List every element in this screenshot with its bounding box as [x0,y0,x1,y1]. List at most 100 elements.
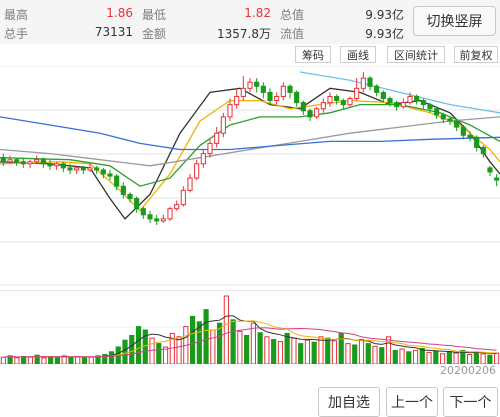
volume-bar [446,351,452,364]
candle-body [354,87,360,100]
candle-body [407,95,413,104]
volume-bar [189,315,196,364]
volume-ma-line [3,327,497,358]
candle [247,78,253,93]
draw-line-button[interactable]: 画线 [340,46,376,63]
moving-average-ma10 [0,99,500,212]
candle-body [0,157,6,163]
candle-body [120,185,126,195]
candle [14,157,20,166]
candle [220,112,226,138]
candle-body [114,175,120,187]
add-watchlist-button[interactable]: 加自选 [318,387,380,417]
candle [454,118,460,132]
candle-body [134,197,140,210]
candle [74,165,80,174]
candle [394,100,400,111]
volume-bar [271,339,277,364]
candle [474,135,480,152]
volume-bar [68,356,74,364]
candle-body [107,173,113,177]
volume-chart[interactable] [0,290,500,364]
volume-bar [406,351,412,364]
volume-bar [122,339,128,364]
volume-bar [244,334,250,364]
candle [160,214,166,223]
candle-body [394,102,400,108]
volume-bar [196,321,202,364]
candle [207,139,213,158]
candle [94,165,100,174]
volume-bar [81,357,88,364]
range-stats-button[interactable]: 区间统计 [387,46,445,63]
candle [20,157,26,168]
volume-bar [439,353,446,364]
candle-body [247,81,253,89]
candle-body [447,118,453,122]
candle-body [127,193,133,199]
adjust-button[interactable]: 前复权 [454,46,498,63]
next-stock-button[interactable]: 下一个 [443,387,498,417]
candle [7,155,13,164]
candle-body [327,95,333,104]
candle [420,98,426,109]
candle [167,206,173,221]
hands-label: 总手 [4,27,29,41]
volume-bar [453,352,459,364]
candle [100,167,106,179]
candle-body [460,126,466,136]
candle-body [414,95,420,102]
candle [0,153,6,166]
candle-body [220,116,226,134]
candle [80,165,86,174]
candle-body [160,218,166,222]
volume-bar [203,309,209,364]
volume-bar [230,319,236,364]
stats-panel: 最高 1.86 最低 1.82 总值 9.93亿 总手 73131 金额 135… [0,0,500,44]
candle [107,169,113,181]
candle [494,174,500,187]
candle-body [140,208,146,216]
candle [114,174,120,191]
candle [294,90,300,107]
volume-bar [129,334,135,364]
volume-bar [156,343,162,364]
candle [487,165,493,177]
candle [54,161,60,170]
candle-body [14,159,20,163]
candle-body [374,85,380,93]
volume-bar [304,339,311,364]
low-value: 1.82 [244,6,271,20]
candle [280,82,286,101]
candle [214,127,220,148]
candle-body [320,102,326,110]
switch-portrait-button[interactable]: 切换竖屏 [413,6,496,36]
candle-body [234,95,240,106]
high-value: 1.86 [106,6,133,20]
candle [274,92,280,105]
candle-body [27,161,33,165]
volume-bar [473,351,479,364]
float-label: 流值 [280,27,305,41]
candle [87,163,93,172]
volume-bar [135,326,142,364]
volume-bar [412,349,419,364]
candle-body [340,100,346,106]
candle-body [427,104,433,110]
volume-bar [399,348,405,364]
candle [240,76,246,101]
kline-chart[interactable] [0,66,500,286]
prev-stock-button[interactable]: 上一个 [386,387,438,417]
candle-body [67,167,73,171]
volume-bar [88,356,94,364]
candle-body [54,163,60,167]
volume-bar [217,322,223,364]
volume-bar [467,353,473,364]
volume-bar [75,356,81,364]
candle-body [267,91,273,102]
amount-label: 金额 [142,27,167,41]
candle [60,161,66,172]
chips-button[interactable]: 筹码 [295,46,331,63]
volume-bar [460,349,466,364]
candle-body [280,85,286,97]
